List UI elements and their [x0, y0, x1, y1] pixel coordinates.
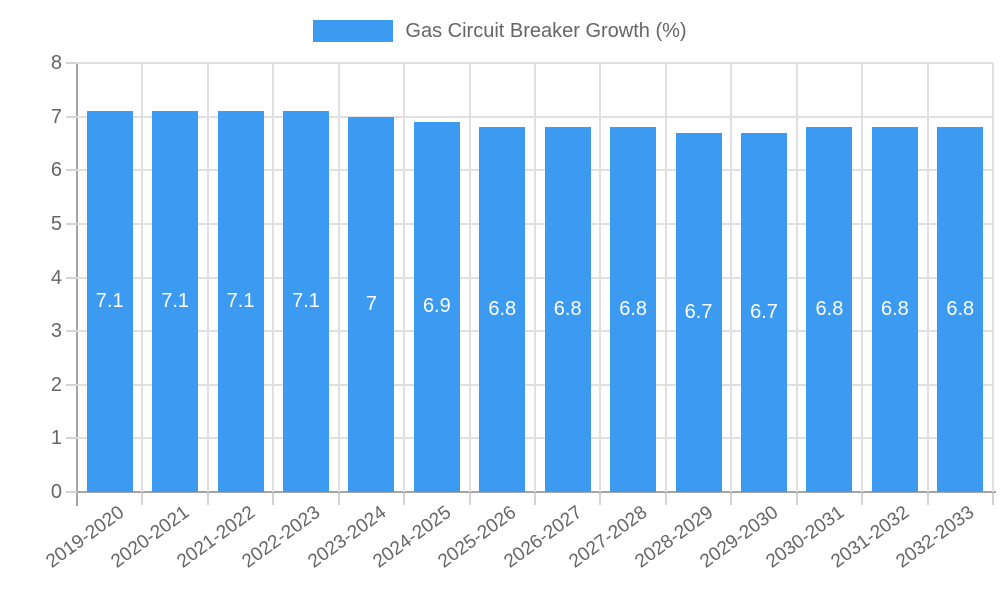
bar[interactable]: 7.1 — [86, 111, 133, 492]
bar-value-label: 7.1 — [226, 290, 255, 313]
bar[interactable]: 6.9 — [413, 121, 460, 492]
x-gridline — [206, 63, 209, 492]
bar-value-label: 6.8 — [946, 298, 975, 321]
bar[interactable]: 6.8 — [937, 127, 984, 492]
x-axis-line — [76, 491, 996, 493]
x-tick-mark — [206, 493, 209, 505]
bar[interactable]: 6.7 — [741, 132, 787, 492]
bar-value-label: 7.1 — [95, 290, 124, 313]
x-gridline — [141, 63, 144, 492]
y-tick-mark — [66, 330, 77, 333]
y-axis-line — [76, 63, 78, 506]
y-tick-label: 2 — [50, 373, 62, 396]
y-tick-label: 5 — [50, 212, 62, 235]
bar-value-label: 6.8 — [815, 298, 844, 321]
bar-value-label: 6.8 — [553, 298, 582, 321]
bar-value-label: 6.7 — [750, 300, 778, 323]
bar-value-label: 7.1 — [161, 290, 190, 313]
x-gridline — [272, 63, 275, 492]
x-gridline — [534, 63, 536, 492]
bar-value-label: 6.8 — [880, 298, 909, 321]
x-gridline — [992, 63, 994, 492]
y-tick-mark — [66, 276, 77, 279]
x-tick-mark — [468, 493, 471, 505]
plot-area: 7.1 7.1 7.1 7.1 7 6.9 6.8 6.8 6.8 6.7 6.7 6.8 6.8 6.8 — [77, 62, 994, 492]
bar[interactable]: 6.8 — [806, 127, 853, 492]
x-tick-mark — [599, 493, 602, 505]
bar[interactable]: 7.1 — [217, 111, 264, 492]
x-tick-mark — [337, 493, 340, 505]
y-tick-mark — [66, 222, 77, 225]
bar-value-label: 7 — [365, 292, 377, 315]
x-tick-mark — [272, 493, 275, 505]
legend-swatch-icon — [313, 20, 394, 42]
x-tick-mark — [534, 493, 536, 505]
bar-value-label: 6.7 — [684, 300, 713, 323]
y-tick-mark — [66, 115, 77, 118]
x-tick-mark — [403, 493, 406, 505]
x-gridline — [468, 63, 471, 492]
x-gridline — [730, 63, 733, 492]
y-tick-mark — [66, 383, 77, 386]
x-gridline — [861, 63, 864, 492]
x-tick-mark — [861, 493, 864, 505]
x-gridline — [664, 63, 667, 492]
y-tick-mark — [66, 491, 77, 493]
x-gridline — [926, 63, 929, 492]
x-tick-mark — [795, 493, 798, 505]
y-tick-label: 6 — [50, 159, 62, 182]
x-tick-mark — [992, 493, 994, 505]
bar-value-label: 6.8 — [488, 298, 517, 321]
y-tick-mark — [66, 169, 77, 172]
bar[interactable]: 6.8 — [871, 127, 918, 492]
bar-value-label: 6.8 — [619, 298, 648, 321]
bar[interactable]: 6.8 — [479, 127, 526, 492]
bar[interactable]: 6.7 — [675, 132, 722, 492]
x-tick-mark — [730, 493, 733, 505]
y-tick-label: 4 — [50, 266, 62, 289]
x-tick-mark — [664, 493, 667, 505]
y-tick-label: 1 — [50, 427, 62, 450]
y-tick-mark — [66, 437, 77, 440]
legend-label: Gas Circuit Breaker Growth (%) — [405, 20, 687, 42]
y-tick-label: 3 — [50, 320, 62, 343]
bar[interactable]: 7.1 — [152, 111, 199, 492]
y-tick-label: 8 — [50, 52, 62, 74]
x-gridline — [599, 63, 602, 492]
bar-value-label: 7.1 — [292, 290, 320, 313]
x-tick-mark — [141, 493, 144, 505]
bar-value-label: 6.9 — [422, 295, 451, 318]
bar[interactable]: 7.1 — [283, 111, 329, 492]
bar[interactable]: 6.8 — [610, 127, 657, 492]
x-gridline — [337, 63, 340, 492]
x-gridline — [795, 63, 798, 492]
bar[interactable]: 7 — [348, 116, 395, 492]
x-tick-mark — [926, 493, 929, 505]
x-gridline — [403, 63, 406, 492]
bar[interactable]: 6.8 — [544, 127, 591, 492]
y-tick-mark — [66, 62, 77, 64]
y-tick-label: 7 — [50, 105, 62, 128]
chart-legend[interactable]: Gas Circuit Breaker Growth (%) — [0, 18, 1000, 44]
y-tick-label: 0 — [50, 481, 62, 503]
